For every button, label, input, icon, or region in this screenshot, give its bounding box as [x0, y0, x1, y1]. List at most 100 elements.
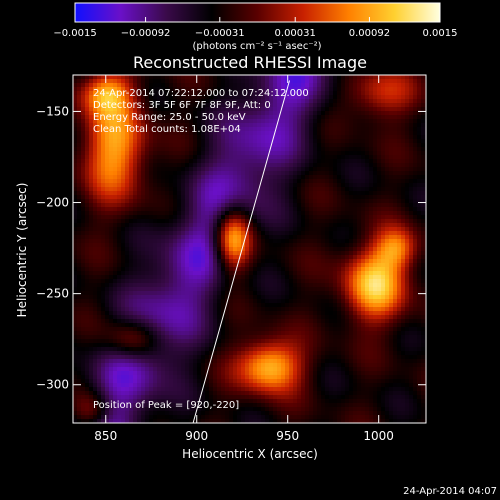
heatmap-cell: [81, 291, 86, 296]
heatmap-cell: [117, 183, 122, 188]
heatmap-cell: [381, 167, 386, 172]
heatmap-cell: [245, 219, 250, 224]
heatmap-cell: [281, 179, 286, 184]
heatmap-cell: [161, 135, 166, 140]
heatmap-cell: [269, 179, 274, 184]
heatmap-cell: [385, 83, 390, 88]
heatmap-cell: [125, 251, 130, 256]
heatmap-cell: [285, 135, 290, 140]
heatmap-cell: [389, 99, 394, 104]
heatmap-cell: [253, 127, 258, 132]
heatmap-cell: [389, 223, 394, 228]
heatmap-cell: [333, 239, 338, 244]
heatmap-cell: [137, 279, 142, 284]
heatmap-cell: [361, 151, 366, 156]
heatmap-cell: [109, 183, 114, 188]
heatmap-cell: [361, 251, 366, 256]
heatmap-cell: [373, 87, 378, 92]
heatmap-cell: [109, 187, 114, 192]
heatmap-cell: [117, 243, 122, 248]
heatmap-cell: [357, 79, 362, 84]
heatmap-cell: [377, 291, 382, 296]
heatmap-cell: [241, 115, 246, 120]
heatmap-cell: [209, 99, 214, 104]
heatmap-cell: [189, 283, 194, 288]
heatmap-cell: [181, 155, 186, 160]
heatmap-cell: [77, 191, 82, 196]
heatmap-cell: [97, 199, 102, 204]
heatmap-cell: [153, 151, 158, 156]
heatmap-cell: [101, 111, 106, 116]
heatmap-cell: [73, 235, 78, 240]
heatmap-cell: [157, 259, 162, 264]
heatmap-cell: [385, 275, 390, 280]
heatmap-cell: [265, 203, 270, 208]
heatmap-cell: [413, 287, 418, 292]
heatmap-cell: [173, 147, 178, 152]
heatmap-cell: [333, 179, 338, 184]
heatmap-cell: [317, 283, 322, 288]
heatmap-cell: [81, 107, 86, 112]
heatmap-cell: [189, 255, 194, 260]
heatmap-cell: [97, 235, 102, 240]
heatmap-cell: [325, 259, 330, 264]
heatmap-cell: [133, 95, 138, 100]
heatmap-cell: [217, 163, 222, 168]
heatmap-cell: [225, 191, 230, 196]
heatmap-cell: [129, 159, 134, 164]
heatmap-cell: [141, 223, 146, 228]
heatmap-cell: [417, 247, 422, 252]
heatmap-cell: [237, 219, 242, 224]
heatmap-cell: [301, 251, 306, 256]
heatmap-cell: [157, 215, 162, 220]
heatmap-cell: [189, 147, 194, 152]
heatmap-cell: [209, 287, 214, 292]
heatmap-cell: [241, 139, 246, 144]
heatmap-cell: [165, 139, 170, 144]
heatmap-cell: [125, 159, 130, 164]
heatmap-cell: [233, 239, 238, 244]
heatmap-cell: [321, 111, 326, 116]
heatmap-cell: [169, 291, 174, 296]
heatmap-cell: [393, 151, 398, 156]
heatmap-cell: [281, 103, 286, 108]
heatmap-cell: [193, 179, 198, 184]
heatmap-cell: [257, 167, 262, 172]
heatmap-cell: [193, 163, 198, 168]
heatmap-cell: [257, 295, 262, 300]
heatmap-cell: [349, 151, 354, 156]
heatmap-cell: [361, 99, 366, 104]
heatmap-cell: [301, 91, 306, 96]
heatmap-cell: [401, 231, 406, 236]
heatmap-cell: [177, 279, 182, 284]
heatmap-cell: [297, 131, 302, 136]
heatmap-cell: [261, 203, 266, 208]
heatmap-cell: [173, 127, 178, 132]
heatmap-cell: [213, 99, 218, 104]
heatmap-cell: [229, 103, 234, 108]
heatmap-cell: [385, 167, 390, 172]
heatmap-cell: [341, 287, 346, 292]
heatmap-cell: [421, 167, 426, 172]
heatmap-cell: [257, 267, 262, 272]
heatmap-cell: [417, 155, 422, 160]
heatmap-cell: [173, 131, 178, 136]
heatmap-cell: [185, 147, 190, 152]
heatmap-cell: [233, 171, 238, 176]
heatmap-cell: [141, 239, 146, 244]
heatmap-cell: [309, 271, 314, 276]
heatmap-cell: [105, 203, 110, 208]
heatmap-cell: [289, 283, 294, 288]
heatmap-cell: [405, 111, 410, 116]
heatmap-cell: [409, 275, 414, 280]
heatmap-cell: [161, 175, 166, 180]
heatmap-cell: [169, 275, 174, 280]
heatmap-cell: [345, 259, 350, 264]
heatmap-cell: [229, 167, 234, 172]
heatmap-cell: [225, 127, 230, 132]
heatmap-cell: [185, 79, 190, 84]
heatmap-cell: [349, 215, 354, 220]
heatmap-cell: [205, 255, 210, 260]
heatmap-cell: [125, 203, 130, 208]
heatmap-cell: [125, 275, 130, 280]
